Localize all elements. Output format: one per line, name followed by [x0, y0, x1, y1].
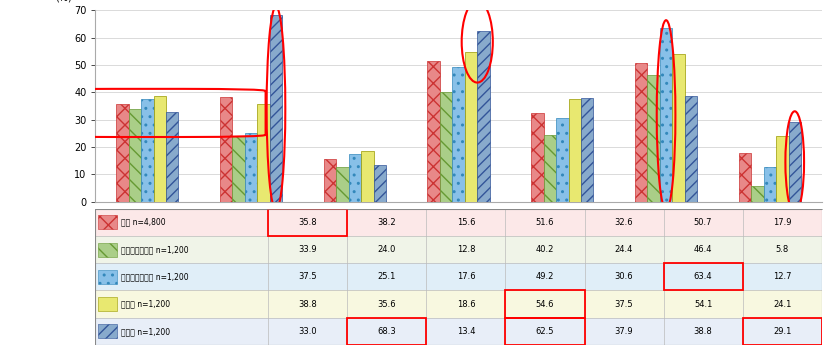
Text: デスクトップ
パソコン: デスクトップ パソコン [549, 210, 575, 224]
Text: 63.4: 63.4 [694, 272, 712, 282]
Bar [99, 324, 116, 338]
Bar [647, 75, 660, 202]
Bar [166, 111, 178, 202]
Text: 24.1: 24.1 [773, 299, 791, 309]
Text: 38.8: 38.8 [299, 299, 317, 309]
Text: 18.6: 18.6 [457, 299, 476, 309]
Text: 37.5: 37.5 [299, 272, 317, 282]
Bar [764, 167, 776, 202]
Text: 30.6: 30.6 [615, 272, 633, 282]
Text: 24.4: 24.4 [615, 245, 633, 254]
Bar [270, 15, 282, 202]
Bar [324, 159, 336, 202]
Text: 12.7: 12.7 [773, 272, 792, 282]
Bar [739, 153, 751, 202]
Bar [257, 105, 270, 202]
Text: 40.2: 40.2 [536, 245, 554, 254]
Bar [776, 136, 788, 202]
Bar [95, 209, 822, 236]
Text: 37.5: 37.5 [615, 299, 633, 309]
Text: 38.2: 38.2 [378, 218, 396, 227]
Bar [505, 290, 584, 318]
Bar [95, 290, 822, 318]
Text: 35.8: 35.8 [299, 218, 317, 227]
Bar [544, 135, 556, 202]
Text: 中学生 n=1,200: 中学生 n=1,200 [121, 299, 170, 309]
Bar [154, 96, 166, 202]
Bar [427, 61, 440, 202]
Bar [635, 63, 647, 202]
Bar [99, 215, 116, 229]
Bar [569, 99, 581, 202]
Bar [99, 297, 116, 311]
Text: スマートフォン: スマートフォン [236, 210, 266, 217]
Bar [556, 118, 569, 202]
Text: 50.7: 50.7 [694, 218, 712, 227]
Text: 通信機能のある音
楽プレーヤー
（iPod touch 通信
機能付 Walkman
など）: 通信機能のある音 楽プレーヤー （iPod touch 通信 機能付 Walkm… [743, 210, 797, 247]
Bar [743, 318, 822, 345]
Text: 54.1: 54.1 [694, 299, 712, 309]
Bar [751, 186, 764, 202]
Text: 高校生 n=1,200: 高校生 n=1,200 [121, 327, 170, 336]
Text: 全体 n=4,800: 全体 n=4,800 [121, 218, 165, 227]
Bar [348, 318, 427, 345]
Bar [349, 154, 361, 202]
Text: 68.3: 68.3 [378, 327, 396, 336]
Text: 51.6: 51.6 [535, 218, 554, 227]
Bar [685, 96, 697, 202]
Text: 37.9: 37.9 [615, 327, 633, 336]
Bar [232, 136, 245, 202]
Bar [95, 263, 822, 290]
Text: 33.9: 33.9 [299, 245, 317, 254]
Bar [465, 52, 477, 202]
Bar [268, 209, 347, 236]
Bar [99, 243, 116, 257]
Text: 33.0: 33.0 [299, 327, 317, 336]
Bar [245, 133, 257, 202]
Text: 小学校１〜３年 n=1,200: 小学校１〜３年 n=1,200 [121, 245, 188, 254]
Bar [336, 167, 349, 202]
Text: タブレット
パソコン: タブレット パソコン [344, 210, 366, 224]
Bar [116, 104, 129, 202]
Text: 24.0: 24.0 [378, 245, 396, 254]
Text: 通信機能のある
ゲーム端末（ニ
ンテンドー3DS、
PSPなど）: 通信機能のある ゲーム端末（ニ ンテンドー3DS、 PSPなど） [646, 210, 686, 239]
Text: 54.6: 54.6 [535, 299, 554, 309]
Bar [220, 97, 232, 202]
Text: (%): (%) [56, 0, 72, 3]
Text: 35.6: 35.6 [378, 299, 396, 309]
Bar [452, 67, 465, 202]
Text: 38.8: 38.8 [694, 327, 712, 336]
Text: 13.4: 13.4 [457, 327, 476, 336]
Bar [99, 270, 116, 284]
Bar [129, 109, 141, 202]
Bar [95, 236, 822, 263]
Bar [361, 151, 374, 202]
Text: 32.6: 32.6 [615, 218, 633, 227]
Text: 携帯電話
・PHS: 携帯電話 ・PHS [138, 210, 157, 224]
Bar [788, 122, 801, 202]
Text: 17.6: 17.6 [457, 272, 476, 282]
Bar [664, 263, 743, 290]
Bar [477, 31, 490, 202]
Text: ノートパソコン: ノートパソコン [443, 210, 474, 217]
Text: 62.5: 62.5 [535, 327, 554, 336]
Text: 15.6: 15.6 [457, 218, 476, 227]
Text: 46.4: 46.4 [694, 245, 712, 254]
Text: 小学校４〜６年 n=1,200: 小学校４〜６年 n=1,200 [121, 272, 188, 282]
Text: 5.8: 5.8 [775, 245, 788, 254]
Text: 17.9: 17.9 [773, 218, 792, 227]
Text: 29.1: 29.1 [773, 327, 791, 336]
Bar [141, 99, 154, 202]
Text: 12.8: 12.8 [457, 245, 476, 254]
Bar [374, 165, 386, 202]
Text: 49.2: 49.2 [536, 272, 554, 282]
Bar [505, 318, 584, 345]
Bar [660, 28, 672, 202]
Bar [672, 54, 685, 202]
Bar [531, 113, 544, 202]
Bar [581, 98, 593, 202]
Text: 25.1: 25.1 [378, 272, 396, 282]
Bar [440, 92, 452, 202]
Bar [95, 318, 822, 345]
